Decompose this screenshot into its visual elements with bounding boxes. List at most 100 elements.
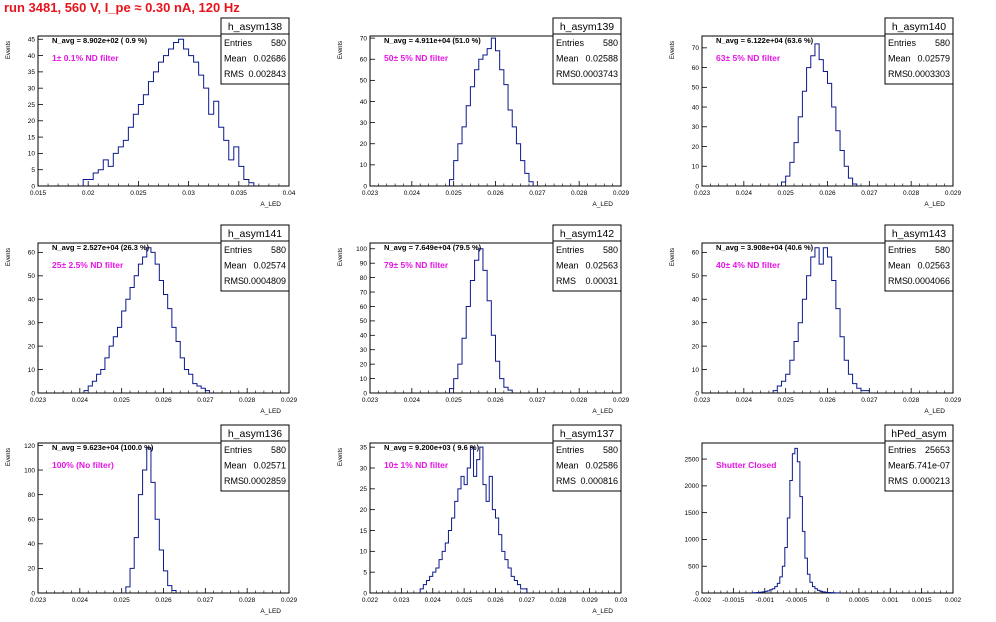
stats-key: Entries: [556, 445, 585, 455]
filter-label: 63± 5% ND filter: [716, 53, 781, 63]
stats-key: Mean: [556, 261, 579, 271]
y-tick-label: 40: [28, 541, 36, 548]
x-tick-label: 0.024: [72, 597, 89, 604]
y-tick-label: 25: [360, 486, 368, 493]
y-tick-label: 0: [363, 183, 367, 190]
stats-title: hPed_asym: [891, 428, 947, 440]
x-tick-label: 0.028: [550, 597, 567, 604]
x-axis-label: A_LED: [260, 408, 281, 415]
stats-key: RMS: [556, 476, 576, 486]
y-tick-label: 0: [695, 590, 699, 597]
y-tick-label: 50: [692, 85, 700, 92]
stats-value: 0.00031: [585, 276, 618, 286]
stats-box: h_asym139 Entries 580 Mean 0.02588 RMS 0.00037…: [552, 17, 622, 85]
x-tick-label: 0.025: [114, 397, 131, 404]
navg-label: N_avg = 7.649e+04 (79.5 %): [384, 243, 482, 252]
histogram-plot: 0.023 0.024 0.025 0.026 0.027 0.028 0.029 0 10 20…: [6, 224, 298, 415]
y-tick-label: 0: [695, 390, 699, 397]
x-axis-label: A_LED: [924, 201, 945, 208]
x-axis-label: A_LED: [260, 201, 281, 208]
x-tick-label: 0.024: [404, 190, 421, 197]
x-tick-label: 0.023: [694, 190, 711, 197]
y-tick-label: 20: [28, 118, 36, 125]
x-axis-label: A_LED: [260, 608, 281, 615]
x-tick-label: 0.002: [945, 597, 962, 604]
x-tick-label: 0.028: [239, 397, 256, 404]
navg-label: N_avg = 6.122e+04 (63.6 %): [716, 36, 814, 45]
stats-key: Entries: [224, 445, 253, 455]
x-tick-label: 0.029: [281, 397, 298, 404]
histogram-line: [82, 38, 255, 186]
y-tick-label: 60: [360, 57, 368, 64]
x-tick-label: 0.035: [231, 190, 248, 197]
stats-box: h_asym141 Entries 580 Mean 0.02574 RMS 0.00048…: [220, 224, 290, 292]
stats-value: 0.02686: [253, 54, 286, 64]
stats-key: Mean: [224, 54, 247, 64]
stats-key: RMS: [224, 69, 244, 79]
y-tick-label: 120: [24, 443, 35, 450]
y-tick-label: 60: [28, 517, 36, 524]
y-tick-label: 100: [24, 467, 35, 474]
y-tick-label: 2500: [685, 456, 700, 463]
y-tick-label: 20: [28, 343, 36, 350]
histogram-plot: 0.023 0.024 0.025 0.026 0.027 0.028 0.029 0 10 20…: [338, 224, 630, 415]
stats-key: RMS: [556, 69, 576, 79]
x-tick-label: 0.028: [571, 397, 588, 404]
histogram-plot: 0.023 0.024 0.025 0.026 0.027 0.028 0.029 0 10 20…: [670, 224, 962, 415]
histogram-panel-h-asym138: 0.015 0.02 0.025 0.03 0.035 0.04 0 5 10 15 20 25 30 3…: [0, 8, 332, 215]
x-tick-label: 0.024: [425, 597, 442, 604]
x-tick-label: 0.026: [819, 397, 836, 404]
navg-label: N_avg = 4.911e+04 (51.0 %): [384, 36, 481, 45]
x-tick-label: -0.0015: [722, 597, 744, 604]
y-tick-label: 30: [360, 465, 368, 472]
x-tick-label: 0.028: [239, 597, 256, 604]
stats-value: 0.0002859: [243, 476, 286, 486]
x-tick-label: -0.002: [693, 597, 712, 604]
x-tick-label: 0.028: [903, 397, 920, 404]
navg-label: N_avg = 9.623e+04 (100.0 %): [52, 443, 154, 452]
histogram-line: [448, 37, 534, 186]
x-tick-label: 0.023: [694, 397, 711, 404]
y-tick-label: 0: [363, 390, 367, 397]
histogram-plot: 0.022 0.023 0.024 0.025 0.026 0.027 0.028 0.029…: [338, 424, 628, 615]
y-tick-label: 10: [28, 151, 36, 158]
y-tick-label: 50: [28, 273, 36, 280]
navg-label: N_avg = 3.908e+04 (40.6 %): [716, 243, 814, 252]
stats-value: 25653: [925, 445, 950, 455]
stats-value: 580: [603, 38, 618, 48]
y-tick-label: 80: [360, 275, 368, 282]
y-tick-label: 30: [360, 347, 368, 354]
stats-key: RMS: [224, 276, 244, 286]
stats-box-frame: [552, 17, 622, 85]
x-tick-label: 0.029: [945, 190, 962, 197]
y-tick-label: 1500: [685, 510, 700, 517]
y-tick-label: 10: [692, 164, 700, 171]
x-tick-label: 0.028: [903, 190, 920, 197]
x-tick-label: 0.023: [362, 190, 379, 197]
y-tick-label: 0: [363, 590, 367, 597]
stats-key: Entries: [224, 38, 253, 48]
histogram-plot: 0.023 0.024 0.025 0.026 0.027 0.028 0.029 0 10 20…: [670, 17, 962, 208]
x-axis-label: A_LED: [924, 408, 945, 415]
page-title: run 3481, 560 V, I_pe ≈ 0.30 nA, 120 Hz: [4, 0, 240, 15]
x-tick-label: -0.0005: [785, 597, 807, 604]
stats-value: 0.02574: [253, 261, 286, 271]
stats-box-frame: [884, 424, 954, 492]
y-tick-label: 50: [692, 273, 700, 280]
x-tick-label: 0.029: [613, 190, 630, 197]
stats-value: 580: [603, 445, 618, 455]
y-tick-label: 20: [360, 361, 368, 368]
stats-value: 580: [271, 445, 286, 455]
x-tick-label: 0.025: [446, 190, 463, 197]
stats-key: Entries: [556, 245, 585, 255]
y-tick-label: 40: [28, 53, 36, 60]
x-tick-label: -0.001: [756, 597, 775, 604]
stats-key: Mean: [224, 261, 247, 271]
y-tick-label: 30: [28, 320, 36, 327]
stats-key: Entries: [888, 445, 917, 455]
filter-label: 25± 2.5% ND filter: [52, 260, 124, 270]
x-axis-label: A_LED: [592, 201, 613, 208]
x-tick-label: 0.029: [613, 397, 630, 404]
y-tick-label: 90: [360, 260, 368, 267]
x-tick-label: 0.023: [30, 597, 47, 604]
